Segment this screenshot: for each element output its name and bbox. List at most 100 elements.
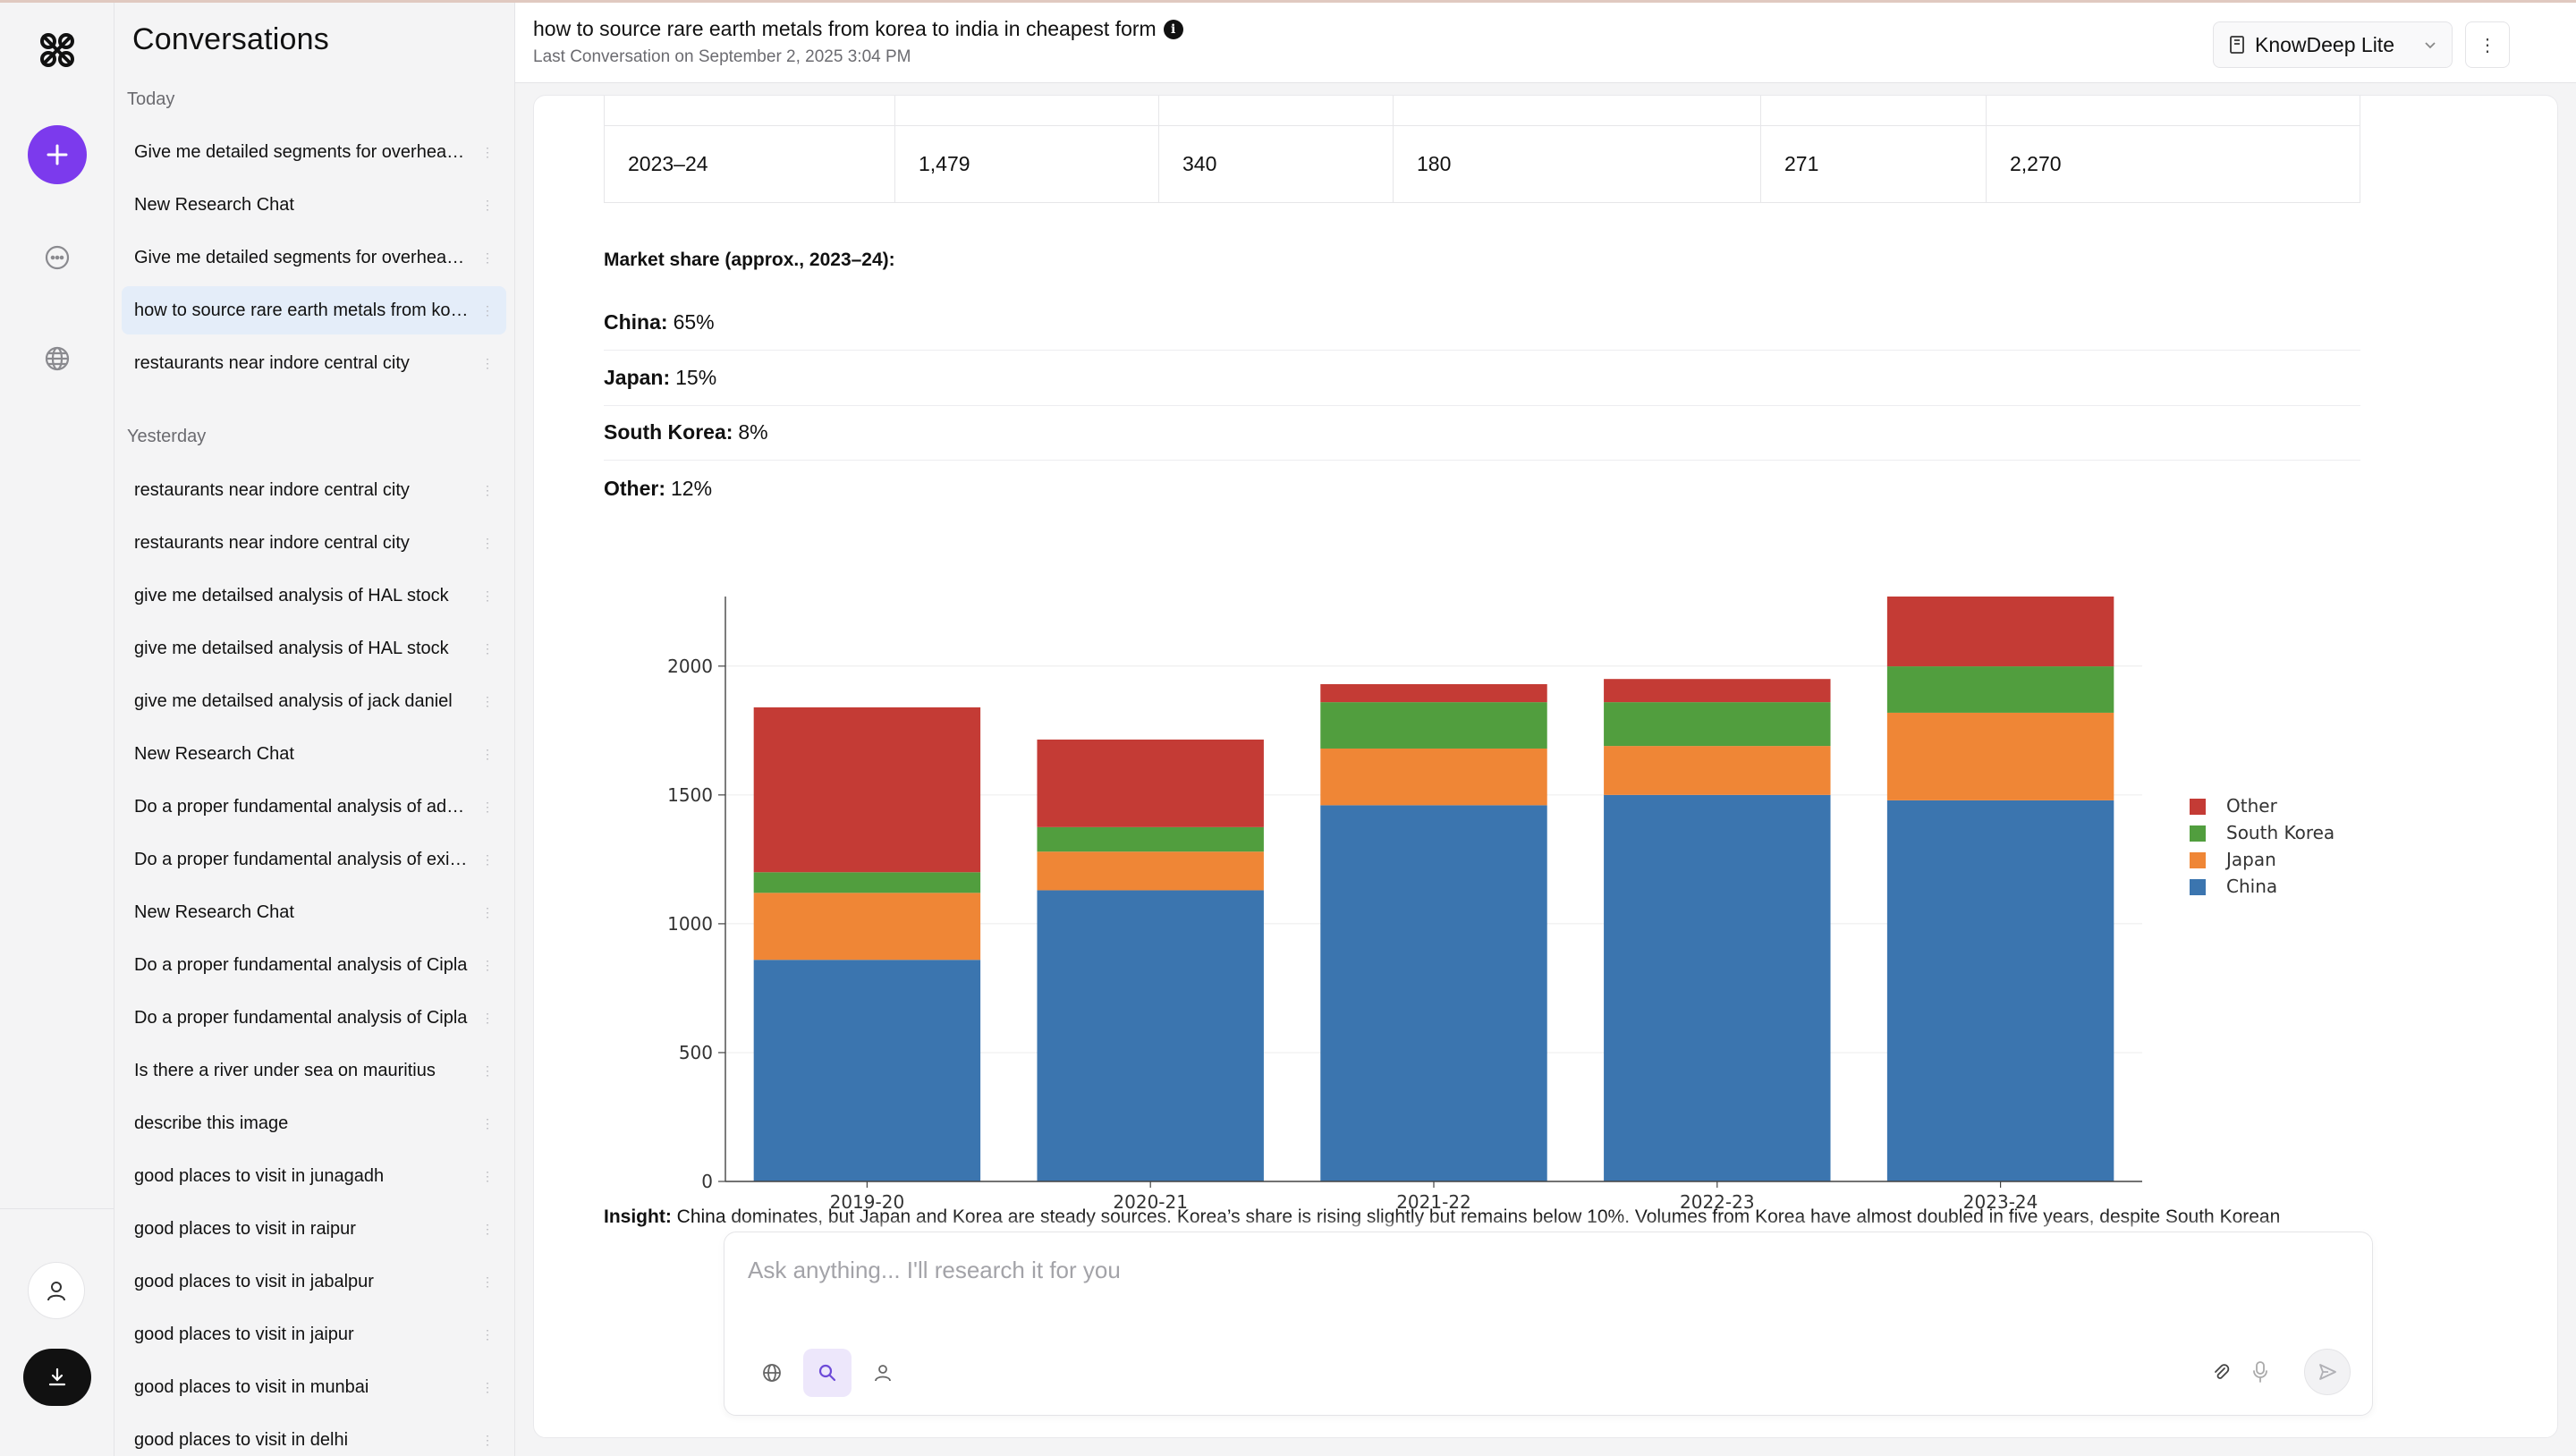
legend-label: Other <box>2226 795 2278 817</box>
conversation-item[interactable]: good places to visit in junagadh ⋮ <box>122 1152 506 1200</box>
conversation-item[interactable]: give me detailsed analysis of HAL stock ⋮ <box>122 571 506 620</box>
conversation-item[interactable]: good places to visit in jabalpur ⋮ <box>122 1257 506 1306</box>
market-share-name: Japan: <box>604 366 671 389</box>
more-vertical-icon[interactable]: ⋮ <box>481 694 494 708</box>
conversation-item[interactable]: good places to visit in munbai ⋮ <box>122 1363 506 1411</box>
microphone-button[interactable] <box>2245 1354 2275 1390</box>
profile-button[interactable] <box>28 1262 85 1319</box>
conversation-label: good places to visit in junagadh <box>134 1165 385 1186</box>
group-label-today: Today <box>127 89 175 109</box>
more-vertical-icon[interactable]: ⋮ <box>481 852 494 867</box>
conversation-label: Do a proper fundamental analysis of Cipl… <box>134 954 468 975</box>
more-vertical-icon[interactable]: ⋮ <box>481 1327 494 1342</box>
more-vertical-icon[interactable]: ⋮ <box>481 483 494 497</box>
new-chat-button[interactable] <box>28 125 87 184</box>
persona-toggle[interactable] <box>859 1349 907 1397</box>
conversation-label: New Research Chat <box>134 902 294 922</box>
attach-button[interactable] <box>2206 1354 2236 1390</box>
more-vertical-icon[interactable]: ⋮ <box>481 303 494 317</box>
conversation-item[interactable]: Give me detailed segments for overhead c… <box>122 128 506 176</box>
bar-segment-other <box>1886 597 2114 667</box>
conversation-item[interactable]: New Research Chat ⋮ <box>122 888 506 936</box>
conversation-item[interactable]: good places to visit in delhi ⋮ <box>122 1416 506 1456</box>
y-tick-label: 1000 <box>667 913 713 935</box>
x-tick-label: 2019-20 <box>830 1191 905 1213</box>
market-share-item: South Korea: 8% <box>604 405 2360 461</box>
more-vertical-icon[interactable]: ⋮ <box>481 1274 494 1289</box>
conversation-item[interactable]: restaurants near indore central city ⋮ <box>122 339 506 387</box>
more-vertical-icon[interactable]: ⋮ <box>481 1222 494 1236</box>
model-select[interactable]: KnowDeep Lite <box>2213 21 2453 68</box>
conversation-label: good places to visit in raipur <box>134 1218 356 1239</box>
more-vertical-icon[interactable]: ⋮ <box>481 250 494 265</box>
conversation-label: Do a proper fundamental analysis of Cipl… <box>134 1007 468 1028</box>
bar-segment-china <box>1037 890 1264 1181</box>
conversation-item[interactable]: give me detailsed analysis of HAL stock ⋮ <box>122 624 506 673</box>
more-vertical-icon[interactable]: ⋮ <box>481 641 494 656</box>
more-vertical-icon[interactable]: ⋮ <box>481 1380 494 1394</box>
last-conversation-timestamp: Last Conversation on September 2, 2025 3… <box>533 47 911 66</box>
web-search-toggle[interactable] <box>748 1349 796 1397</box>
chat-bubble-icon[interactable] <box>42 242 72 273</box>
conversation-item[interactable]: good places to visit in raipur ⋮ <box>122 1205 506 1253</box>
stacked-bar-chart: 0 500 1000 1500 2000 2019-20 2020-21 2021-22 202… <box>667 597 2334 1213</box>
bar-segment-south-korea <box>1320 702 1547 749</box>
search-icon <box>818 1364 836 1382</box>
conversation-label: how to source rare earth metals from kor… <box>134 300 481 320</box>
rail-divider <box>0 1208 114 1209</box>
conversation-item[interactable]: Do a proper fundamental analysis of exid… <box>122 835 506 884</box>
more-vertical-icon[interactable]: ⋮ <box>481 198 494 212</box>
conversation-item[interactable]: restaurants near indore central city ⋮ <box>122 466 506 514</box>
conversation-item[interactable]: Is there a river under sea on mauritius ⋮ <box>122 1046 506 1095</box>
conversation-item[interactable]: New Research Chat ⋮ <box>122 730 506 778</box>
market-share-title: Market share (approx., 2023–24): <box>604 250 895 270</box>
conversation-item-active[interactable]: how to source rare earth metals from kor… <box>122 286 506 334</box>
conversation-item[interactable]: give me detailsed analysis of jack danie… <box>122 677 506 725</box>
conversation-item[interactable]: New Research Chat ⋮ <box>122 181 506 229</box>
more-vertical-icon[interactable]: ⋮ <box>481 905 494 919</box>
more-vertical-icon[interactable]: ⋮ <box>481 1063 494 1078</box>
conversation-item[interactable]: restaurants near indore central city ⋮ <box>122 519 506 567</box>
send-button[interactable] <box>2304 1349 2351 1395</box>
data-table: 2023–24 1,479 340 180 271 2,270 <box>604 96 2360 203</box>
info-icon[interactable]: i <box>1163 19 1183 39</box>
download-button[interactable] <box>23 1349 91 1406</box>
conversation-item[interactable]: Give me detailed segments for overhead c… <box>122 233 506 282</box>
header-more-button[interactable]: ⋮ <box>2465 21 2510 68</box>
paperclip-icon <box>2215 1364 2230 1379</box>
research-mode-toggle[interactable] <box>803 1349 852 1397</box>
more-vertical-icon[interactable]: ⋮ <box>481 958 494 972</box>
table-cell: 340 <box>1159 126 1394 202</box>
bar-segment-japan <box>1320 748 1547 806</box>
market-share-value: 15% <box>675 366 717 389</box>
user-icon <box>875 1365 891 1382</box>
conversation-item[interactable]: Do a proper fundamental analysis of adan… <box>122 783 506 831</box>
bar-segment-south-korea <box>1604 702 1831 747</box>
message-input[interactable] <box>748 1252 2268 1288</box>
conversation-item[interactable]: describe this image ⋮ <box>122 1099 506 1147</box>
more-vertical-icon[interactable]: ⋮ <box>481 536 494 550</box>
market-share-item: China: 65% <box>604 295 2360 351</box>
more-vertical-icon[interactable]: ⋮ <box>481 1116 494 1130</box>
more-vertical-icon[interactable]: ⋮ <box>481 1169 494 1183</box>
conversation-label: New Research Chat <box>134 743 294 764</box>
bar-segment-china <box>1604 794 1831 1181</box>
more-vertical-icon[interactable]: ⋮ <box>481 1433 494 1447</box>
more-vertical-icon[interactable]: ⋮ <box>481 800 494 814</box>
more-vertical-icon: ⋮ <box>2479 35 2496 55</box>
more-vertical-icon[interactable]: ⋮ <box>481 1011 494 1025</box>
conversation-label: describe this image <box>134 1113 289 1133</box>
sidebar-title: Conversations <box>132 22 329 56</box>
app-logo-icon[interactable] <box>35 28 80 72</box>
conversation-item[interactable]: Do a proper fundamental analysis of Cipl… <box>122 941 506 989</box>
more-vertical-icon[interactable]: ⋮ <box>481 145 494 159</box>
more-vertical-icon[interactable]: ⋮ <box>481 356 494 370</box>
conversation-label: New Research Chat <box>134 194 294 215</box>
conversation-item[interactable]: Do a proper fundamental analysis of Cipl… <box>122 994 506 1042</box>
globe-icon[interactable] <box>42 343 72 374</box>
conversation-item[interactable]: good places to visit in jaipur ⋮ <box>122 1310 506 1359</box>
more-vertical-icon[interactable]: ⋮ <box>481 588 494 603</box>
bar-segment-china <box>1886 800 2114 1181</box>
y-tick-label: 2000 <box>667 656 713 677</box>
more-vertical-icon[interactable]: ⋮ <box>481 747 494 761</box>
